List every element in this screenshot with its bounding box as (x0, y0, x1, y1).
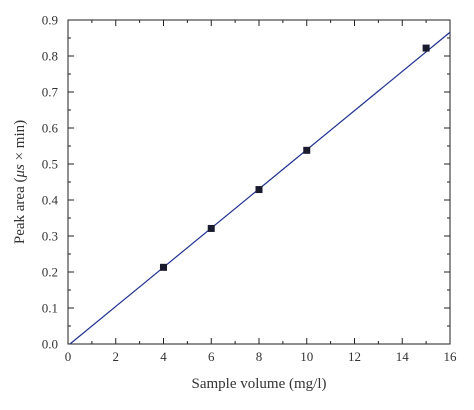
y-axis-label-part-2: × min) (12, 120, 28, 164)
data-points (160, 44, 430, 271)
y-tick-label: 0.5 (42, 157, 58, 172)
y-tick-label: 0.9 (42, 13, 58, 28)
x-tick-label: 16 (444, 349, 458, 364)
y-tick-label: 0.6 (42, 121, 59, 136)
y-tick-label: 0.7 (42, 85, 59, 100)
y-tick-label: 0.8 (42, 49, 58, 64)
x-tick-label: 14 (396, 349, 410, 364)
x-tick-label: 12 (348, 349, 361, 364)
data-point (422, 44, 430, 52)
ticks (67, 19, 451, 345)
plot-area (67, 19, 451, 345)
y-tick-label: 0.1 (42, 301, 58, 316)
y-tick-label: 0.0 (42, 337, 58, 352)
data-point (160, 263, 167, 271)
y-axis-label-unit: μs (12, 164, 28, 179)
y-tick-label: 0.4 (42, 193, 59, 208)
x-tick-label: 8 (256, 349, 263, 364)
x-tick-label: 0 (65, 349, 72, 364)
data-point (255, 186, 263, 194)
y-axis-label: Peak area (μs × min) (12, 120, 28, 244)
x-axis-label: Sample volume (mg/l) (192, 376, 327, 392)
x-tick-label: 10 (300, 349, 313, 364)
y-tick-label: 0.2 (42, 265, 58, 280)
data-point (303, 146, 311, 154)
data-point (207, 224, 215, 232)
x-tick-label: 4 (160, 349, 167, 364)
x-tick-label: 6 (208, 349, 215, 364)
y-axis-label-part-1: Peak area ( (12, 178, 28, 245)
x-tick-label: 2 (113, 349, 120, 364)
tick-labels: 0 2 4 6 8 10 12 14 16 0.0 0.1 0.2 0.3 0.4 0.5 0.6 0.7 0.8… (42, 13, 457, 365)
y-tick-label: 0.3 (42, 229, 58, 244)
